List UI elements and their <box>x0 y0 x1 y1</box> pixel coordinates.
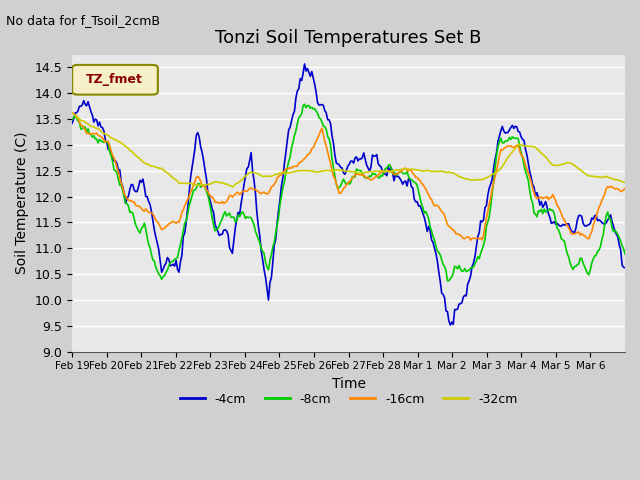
-8cm <box>301 101 308 107</box>
-32cm <box>464 176 472 182</box>
-4cm <box>104 146 112 152</box>
-32cm <box>87 123 95 129</box>
-8cm <box>621 251 629 257</box>
-16cm <box>621 185 629 191</box>
-32cm <box>104 132 112 138</box>
-32cm <box>621 180 629 185</box>
Y-axis label: Soil Temperature (C): Soil Temperature (C) <box>15 132 29 274</box>
-4cm <box>354 158 362 164</box>
-8cm <box>444 278 451 284</box>
-32cm <box>354 170 362 176</box>
-4cm <box>301 61 308 67</box>
-4cm <box>621 265 629 271</box>
-16cm <box>104 139 112 144</box>
Text: No data for f_Tsoil_2cmB: No data for f_Tsoil_2cmB <box>6 14 161 27</box>
Legend: -4cm, -8cm, -16cm, -32cm: -4cm, -8cm, -16cm, -32cm <box>175 388 523 410</box>
-16cm <box>68 110 76 116</box>
Line: -16cm: -16cm <box>72 113 625 240</box>
Line: -32cm: -32cm <box>72 113 625 187</box>
Text: TZ_fmet: TZ_fmet <box>86 73 143 86</box>
-32cm <box>68 110 76 116</box>
-16cm <box>462 235 470 240</box>
-8cm <box>354 168 362 173</box>
-8cm <box>104 141 112 147</box>
-16cm <box>618 188 626 194</box>
-4cm <box>87 108 95 114</box>
FancyBboxPatch shape <box>72 65 158 95</box>
-16cm <box>546 195 554 201</box>
Line: -4cm: -4cm <box>72 64 625 325</box>
X-axis label: Time: Time <box>332 377 365 391</box>
-4cm <box>68 120 76 126</box>
-4cm <box>548 220 556 226</box>
-4cm <box>447 322 454 328</box>
-32cm <box>228 184 236 190</box>
-16cm <box>353 171 360 177</box>
-16cm <box>87 131 95 137</box>
-32cm <box>546 160 554 166</box>
-16cm <box>467 237 474 243</box>
Title: Tonzi Soil Temperatures Set B: Tonzi Soil Temperatures Set B <box>216 29 482 48</box>
-4cm <box>620 264 627 270</box>
-8cm <box>465 267 473 273</box>
Line: -8cm: -8cm <box>72 104 625 281</box>
-4cm <box>465 278 473 284</box>
-8cm <box>87 132 95 137</box>
-8cm <box>620 246 627 252</box>
-8cm <box>548 207 556 213</box>
-8cm <box>68 117 76 122</box>
-32cm <box>618 179 626 184</box>
